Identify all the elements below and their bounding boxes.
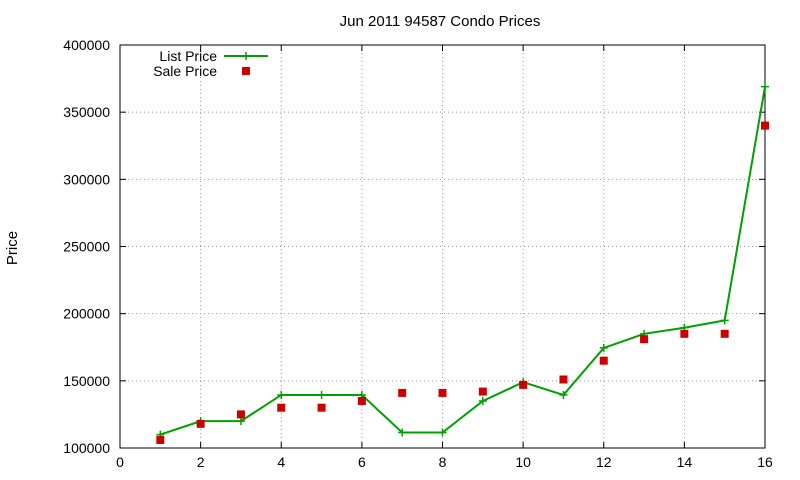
y-tick-label: 200000 — [63, 306, 110, 322]
sale-price-point — [277, 403, 286, 412]
y-tick-label: 100000 — [63, 440, 110, 456]
sale-price-point — [640, 335, 649, 344]
sale-price-point — [720, 329, 729, 338]
x-tick-label: 8 — [439, 454, 447, 470]
legend-marker-list-price — [242, 52, 250, 60]
list-price-point — [559, 390, 568, 399]
grid-lines — [120, 45, 765, 448]
axis-ticks: 0 2 4 6 8 10 12 14 16 100000 150000 200000 250000 300… — [63, 37, 773, 470]
list-price-point — [398, 428, 407, 437]
sale-price-point — [317, 403, 326, 412]
series-layer — [156, 82, 769, 444]
sale-price-point — [438, 388, 447, 397]
sale-price-point — [196, 419, 205, 428]
y-tick-label: 350000 — [63, 104, 110, 120]
y-tick-label: 150000 — [63, 373, 110, 389]
list-price-point — [478, 396, 487, 405]
list-price-point — [317, 390, 326, 399]
list-price-point — [438, 428, 447, 437]
list-price-point — [761, 82, 769, 91]
sale-price-point — [236, 410, 245, 419]
legend-marker-sale-price — [242, 67, 250, 75]
series-list-price — [156, 82, 769, 439]
sale-price-point — [761, 121, 769, 130]
legend-label-list-price: List Price — [159, 48, 217, 64]
series-sale-price — [156, 121, 769, 444]
sale-price-point — [357, 396, 366, 405]
legend-label-sale-price: Sale Price — [153, 63, 217, 79]
x-tick-label: 12 — [596, 454, 612, 470]
x-tick-label: 16 — [757, 454, 773, 470]
sale-price-point — [478, 387, 487, 396]
y-tick-label: 250000 — [63, 239, 110, 255]
sale-price-point — [156, 435, 165, 444]
y-axis-label: Price — [4, 231, 21, 265]
sale-price-point — [680, 329, 689, 338]
x-tick-label: 6 — [358, 454, 366, 470]
x-tick-label: 4 — [277, 454, 285, 470]
list-price-point — [277, 390, 286, 399]
sale-price-point — [398, 388, 407, 397]
list-price-point — [720, 316, 729, 325]
list-price-point — [599, 343, 608, 352]
x-tick-label: 10 — [515, 454, 531, 470]
sale-price-point — [559, 375, 568, 384]
list-price-point — [236, 417, 245, 426]
sale-price-point — [599, 356, 608, 365]
y-tick-label: 400000 — [63, 37, 110, 53]
chart-title: Jun 2011 94587 Condo Prices — [340, 13, 541, 30]
y-tick-label: 300000 — [63, 171, 110, 187]
x-tick-label: 14 — [677, 454, 693, 470]
list-price-line — [159, 86, 766, 436]
sale-price-point — [519, 380, 528, 389]
x-tick-label: 2 — [197, 454, 205, 470]
x-tick-label: 0 — [116, 454, 124, 470]
